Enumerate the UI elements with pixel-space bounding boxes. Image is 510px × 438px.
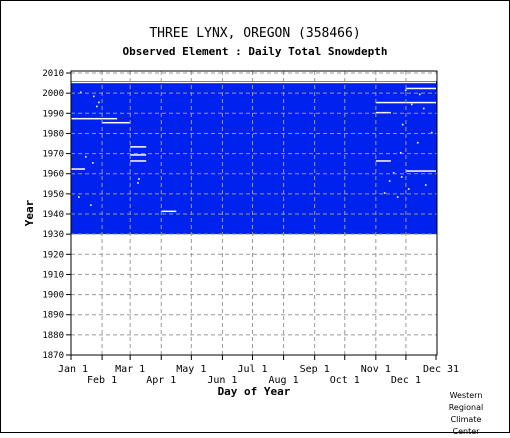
- x-tick-label: Jun 1: [207, 375, 237, 386]
- missing-day: [98, 101, 100, 104]
- x-tick-label: Dec 1: [391, 375, 421, 386]
- y-tick-label: 2010: [42, 69, 64, 79]
- credit-line: Regional: [448, 403, 484, 412]
- y-tick-label: 2000: [42, 89, 64, 99]
- missing-segment: [130, 154, 147, 156]
- missing-day: [424, 184, 427, 186]
- x-tick-label: Feb 1: [87, 375, 117, 386]
- missing-day: [418, 93, 421, 96]
- missing-day: [92, 162, 94, 164]
- missing-day: [401, 123, 404, 126]
- y-tick-label: 1970: [42, 150, 64, 160]
- y-tick-label: 1870: [42, 351, 64, 361]
- credit-line: Western: [449, 391, 483, 400]
- missing-segment: [161, 210, 177, 213]
- x-tick-label: Sep 1: [300, 364, 330, 375]
- y-tick-label: 1890: [42, 311, 64, 321]
- missing-day: [80, 91, 82, 94]
- x-tick-label: Aug 1: [269, 375, 299, 386]
- missing-segment: [130, 160, 147, 162]
- missing-day: [399, 151, 402, 154]
- missing-day: [422, 107, 425, 110]
- missing-day: [407, 188, 410, 190]
- x-axis-label: Day of Year: [218, 385, 291, 398]
- missing-segment: [405, 87, 436, 90]
- y-tick-label: 1920: [42, 250, 64, 260]
- missing-day: [400, 176, 403, 178]
- credit-block: Western Regional Climate Center: [436, 390, 496, 438]
- x-tick-label: Jul 1: [237, 364, 267, 375]
- missing-day: [137, 182, 139, 184]
- credit-line: Climate: [450, 415, 482, 424]
- missing-segment: [405, 170, 436, 172]
- missing-segment: [102, 121, 131, 124]
- y-tick-label: 1950: [42, 190, 64, 200]
- y-tick-label: 1930: [42, 230, 64, 240]
- y-tick-label: 1880: [42, 331, 64, 341]
- missing-segment: [102, 117, 118, 120]
- missing-day: [85, 155, 87, 158]
- x-tick-label: May 1: [176, 364, 206, 375]
- x-tick-label: Jan 1: [58, 364, 88, 375]
- credit-line: Center: [452, 427, 480, 436]
- missing-day: [416, 141, 419, 144]
- missing-day: [404, 89, 407, 92]
- missing-segment: [71, 81, 436, 84]
- y-tick-label: 1940: [42, 210, 64, 220]
- missing-day: [392, 172, 395, 174]
- missing-segment: [71, 117, 103, 120]
- missing-day: [96, 105, 98, 108]
- y-tick-label: 1990: [42, 109, 64, 119]
- missing-day: [138, 178, 140, 180]
- chart-title: THREE LYNX, OREGON (358466): [149, 26, 361, 41]
- missing-day: [78, 196, 80, 198]
- missing-day: [90, 204, 92, 206]
- y-tick-label: 1900: [42, 291, 64, 301]
- x-tick-label: Oct 1: [330, 375, 360, 386]
- y-tick-label: 1960: [42, 170, 64, 180]
- y-tick-label: 1980: [42, 129, 64, 139]
- chart-subtitle: Observed Element : Daily Total Snowdepth: [122, 45, 388, 58]
- x-tick-label: Nov 1: [361, 364, 391, 375]
- x-tick-label: Apr 1: [146, 375, 176, 386]
- plot-border: [70, 70, 438, 356]
- y-axis-label: Year: [23, 199, 36, 226]
- missing-day: [388, 180, 391, 182]
- missing-day: [383, 192, 386, 194]
- missing-day: [396, 196, 399, 198]
- x-tick-label: Mar 1: [115, 364, 145, 375]
- missing-segment: [130, 146, 147, 148]
- missing-day: [410, 103, 413, 106]
- data-region: [71, 81, 437, 235]
- missing-day: [93, 95, 95, 98]
- missing-day: [430, 131, 433, 134]
- missing-segment: [375, 160, 391, 162]
- missing-segment: [375, 111, 391, 114]
- x-tick-label: Dec 31: [423, 364, 459, 375]
- missing-segment: [71, 168, 86, 170]
- y-tick-label: 1910: [42, 270, 64, 280]
